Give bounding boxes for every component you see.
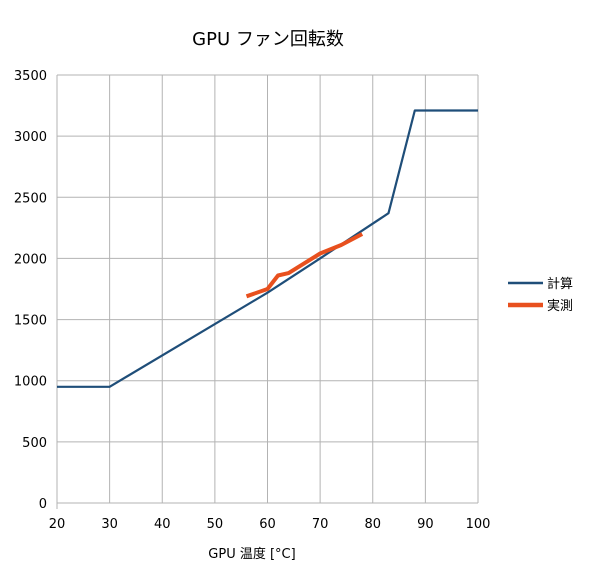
legend-label: 計算 xyxy=(547,276,573,292)
y-tick-label: 1000 xyxy=(14,375,47,390)
y-tick-label: 2500 xyxy=(14,191,47,206)
x-tick-label: 50 xyxy=(207,517,224,532)
series-line-1 xyxy=(57,109,478,388)
x-tick-label: 40 xyxy=(154,517,171,532)
axes: 0 500 1000 1500 2000 2500 3000 3500 20 30 40 50 60 70… xyxy=(14,69,491,532)
x-tick-label: 60 xyxy=(259,517,276,532)
y-tick-label: 1500 xyxy=(14,314,47,329)
y-tick-label: 500 xyxy=(22,436,47,451)
series-line-2 xyxy=(245,232,364,299)
y-tick-label: 0 xyxy=(39,497,47,512)
x-tick-label: 20 xyxy=(49,517,66,532)
x-tick-label: 100 xyxy=(466,517,491,532)
x-tick-label: 90 xyxy=(417,517,434,532)
y-tick-label: 2000 xyxy=(14,252,47,267)
y-tick-label: 3500 xyxy=(14,69,47,84)
x-axis-label: GPU 温度 [°C] xyxy=(208,546,295,562)
y-tick-label: 3000 xyxy=(14,130,47,145)
legend-label: 実測 xyxy=(547,298,573,314)
series-lines xyxy=(57,109,478,388)
chart-title: GPU ファン回転数 xyxy=(192,29,344,50)
x-tick-label: 30 xyxy=(101,517,118,532)
x-tick-label: 70 xyxy=(312,517,329,532)
x-tick-label: 80 xyxy=(364,517,381,532)
